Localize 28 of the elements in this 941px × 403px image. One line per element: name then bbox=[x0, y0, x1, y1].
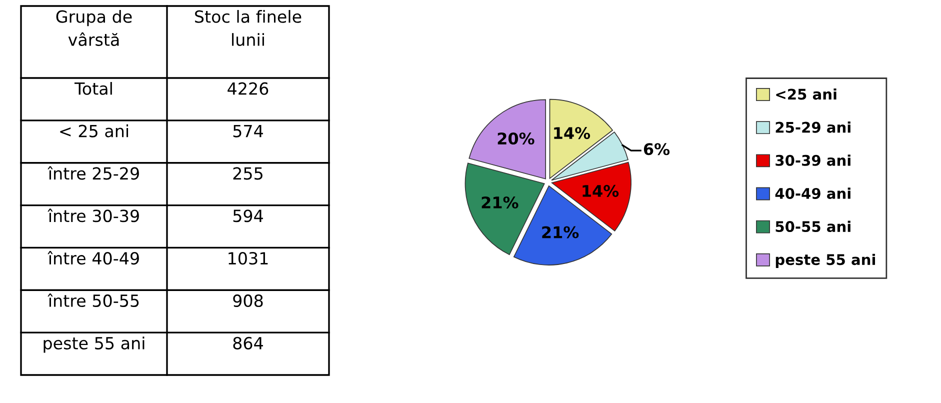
legend-label: <25 ani bbox=[776, 88, 836, 100]
category-label: peste 55 ani bbox=[44, 336, 144, 353]
data-label: 20% bbox=[498, 132, 534, 145]
legend-label: 25-29 ani bbox=[776, 122, 850, 133]
legend-label: 40-49 ani bbox=[775, 188, 850, 199]
data-label: 864 bbox=[233, 336, 263, 350]
text: Grupa de vârstă bbox=[56, 10, 132, 46]
data-label: 14% bbox=[554, 126, 590, 140]
category-label: între 40-49 bbox=[48, 251, 139, 265]
category-label: între 50-55 bbox=[48, 293, 139, 308]
data-label: 574 bbox=[233, 124, 263, 138]
data-label: 594 bbox=[233, 210, 263, 222]
data-label: 14% bbox=[582, 184, 619, 197]
data-label: 21% bbox=[482, 196, 518, 209]
category-label: < 25 ani bbox=[60, 124, 128, 138]
category-label: între 25-29 bbox=[48, 166, 139, 180]
category-label: între 30-39 bbox=[48, 208, 139, 222]
legend-label: peste 55 ani bbox=[776, 254, 875, 268]
data-label: 21% bbox=[542, 226, 579, 238]
category-label: Total bbox=[74, 82, 112, 95]
data-label: 6% bbox=[644, 143, 670, 156]
data-label: 1031 bbox=[228, 252, 268, 265]
data-label: 4226 bbox=[228, 82, 268, 95]
text: Stoc la finele lunii bbox=[195, 10, 302, 46]
legend-label: 50-55 ani bbox=[776, 220, 850, 232]
data-label: 255 bbox=[233, 167, 262, 180]
data-label: 908 bbox=[233, 294, 263, 308]
legend-label: 30-39 ani bbox=[776, 154, 850, 166]
